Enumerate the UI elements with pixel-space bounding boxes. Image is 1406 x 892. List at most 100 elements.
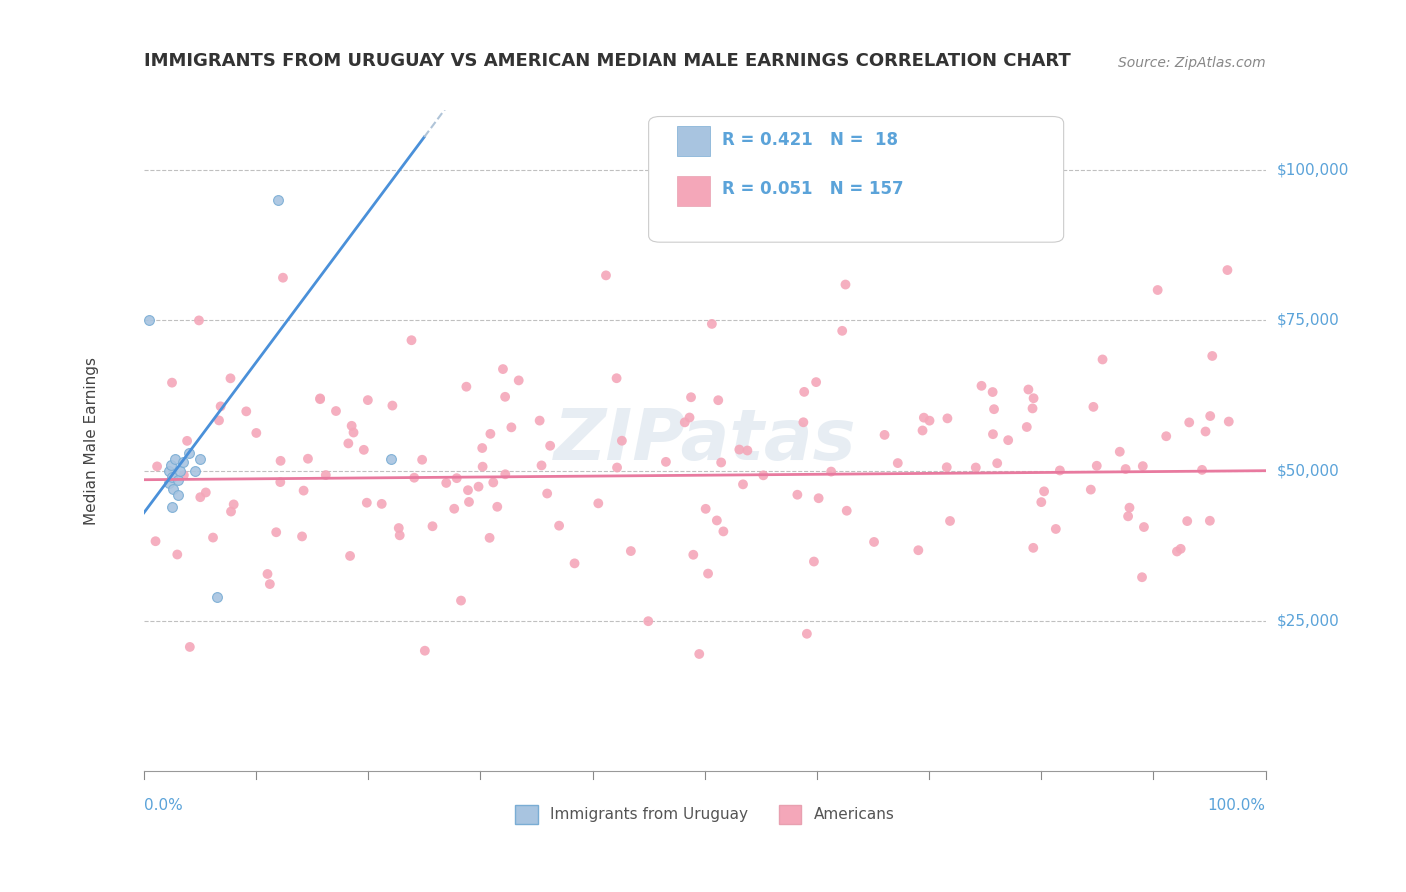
Americans <box>707 393 730 408</box>
Americans <box>1015 420 1038 434</box>
Americans <box>935 460 957 475</box>
Americans <box>297 451 319 466</box>
Americans <box>492 362 515 376</box>
Immigrants from Uruguay <box>157 475 180 490</box>
Americans <box>1198 514 1220 528</box>
Americans <box>339 549 361 563</box>
Americans <box>219 504 242 518</box>
Americans <box>457 483 479 498</box>
Americans <box>166 548 188 562</box>
Americans <box>271 270 294 285</box>
Americans <box>710 455 733 469</box>
Americans <box>1049 463 1071 477</box>
Americans <box>434 475 457 490</box>
Americans <box>404 471 426 485</box>
Americans <box>803 555 825 569</box>
Americans <box>606 460 628 475</box>
Americans <box>1194 425 1216 439</box>
Americans <box>471 459 494 474</box>
Americans <box>939 514 962 528</box>
Americans <box>458 495 481 509</box>
Americans <box>688 647 710 661</box>
Americans <box>1108 444 1130 458</box>
Americans <box>256 566 278 581</box>
Immigrants from Uruguay <box>380 451 402 466</box>
Americans <box>315 468 337 483</box>
Americans <box>536 486 558 500</box>
Americans <box>209 400 232 414</box>
Americans <box>388 528 411 542</box>
Immigrants from Uruguay <box>157 464 180 478</box>
Americans <box>970 379 993 393</box>
Text: 0.0%: 0.0% <box>143 797 183 813</box>
Americans <box>1083 400 1105 414</box>
Americans <box>1201 349 1223 363</box>
Americans <box>887 456 910 470</box>
Americans <box>1115 462 1137 476</box>
Americans <box>983 402 1005 417</box>
Text: R = 0.421   N =  18: R = 0.421 N = 18 <box>721 130 897 149</box>
Americans <box>700 317 723 331</box>
Americans <box>486 500 509 514</box>
Text: $25,000: $25,000 <box>1277 614 1340 629</box>
Americans <box>1166 544 1188 558</box>
Americans <box>337 436 360 450</box>
Americans <box>911 424 934 438</box>
FancyBboxPatch shape <box>676 127 710 156</box>
Americans <box>446 471 468 485</box>
Legend: Immigrants from Uruguay, Americans: Immigrants from Uruguay, Americans <box>509 799 901 830</box>
Americans <box>1118 500 1140 515</box>
Americans <box>907 543 929 558</box>
Americans <box>1033 484 1056 499</box>
Americans <box>194 485 217 500</box>
Americans <box>259 577 281 591</box>
Immigrants from Uruguay <box>205 590 228 604</box>
Americans <box>529 414 551 428</box>
Immigrants from Uruguay <box>169 464 191 478</box>
Americans <box>309 392 332 406</box>
Americans <box>1132 459 1154 474</box>
Americans <box>697 566 720 581</box>
Americans <box>1091 352 1114 367</box>
Americans <box>1175 514 1198 528</box>
Americans <box>357 393 380 408</box>
Americans <box>188 313 211 327</box>
Text: Source: ZipAtlas.com: Source: ZipAtlas.com <box>1118 56 1265 70</box>
Americans <box>807 491 830 506</box>
Americans <box>835 504 858 518</box>
Americans <box>443 501 465 516</box>
Americans <box>1085 458 1108 473</box>
Americans <box>711 524 734 539</box>
Americans <box>1133 520 1156 534</box>
Americans <box>176 434 198 448</box>
Americans <box>450 593 472 607</box>
Americans <box>508 373 530 387</box>
Americans <box>831 324 853 338</box>
Americans <box>208 413 231 427</box>
Americans <box>678 410 700 425</box>
Text: R = 0.051   N = 157: R = 0.051 N = 157 <box>721 180 903 198</box>
Americans <box>479 426 502 441</box>
Immigrants from Uruguay <box>184 464 207 478</box>
Americans <box>728 442 751 457</box>
Americans <box>388 521 411 535</box>
Americans <box>188 490 211 504</box>
Americans <box>538 439 561 453</box>
Americans <box>588 496 610 510</box>
Americans <box>1218 415 1240 429</box>
Americans <box>145 534 167 549</box>
Americans <box>1170 541 1192 556</box>
Americans <box>478 531 501 545</box>
Americans <box>918 414 941 428</box>
Americans <box>1191 463 1213 477</box>
Americans <box>494 467 516 482</box>
Americans <box>834 277 856 292</box>
Americans <box>679 390 702 404</box>
Text: $50,000: $50,000 <box>1277 463 1340 478</box>
Americans <box>1045 522 1067 536</box>
Americans <box>1199 409 1222 423</box>
Americans <box>965 460 987 475</box>
Americans <box>792 415 814 429</box>
FancyBboxPatch shape <box>648 117 1064 243</box>
Americans <box>981 427 1004 442</box>
